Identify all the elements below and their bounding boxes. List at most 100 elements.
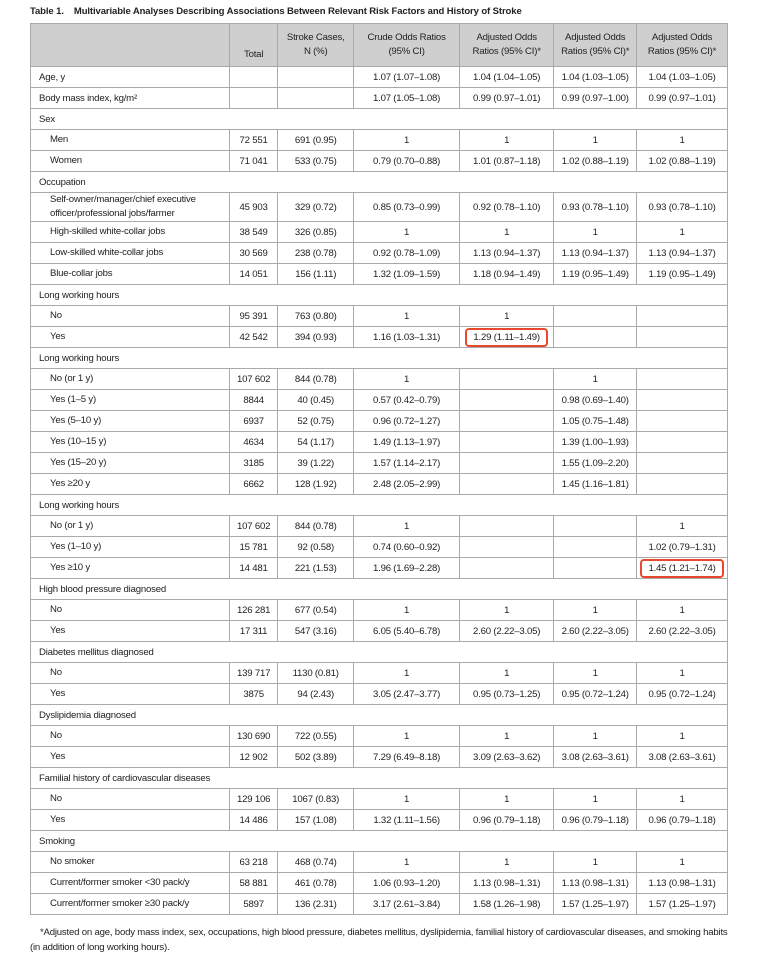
cell-total: 107 602 — [228, 515, 279, 537]
cell-total: 63 218 — [228, 851, 279, 873]
table-body: Age, y 1.07 (1.07–1.08) 1.04 (1.04–1.05) 1.… — [30, 66, 728, 915]
cell-label: No — [30, 788, 230, 810]
cell-stroke-cases: 1130 (0.81) — [277, 662, 355, 684]
cell-adjusted-or-1: 1.29 (1.11–1.49) — [458, 326, 555, 348]
cell-label: Yes (1–5 y) — [30, 389, 230, 411]
section-row: Diabetes mellitus diagnosed — [30, 641, 728, 663]
table-row: No 129 106 1067 (0.83) 1 1 1 1 — [30, 788, 728, 810]
table-row: High-skilled white-collar jobs 38 549 326 … — [30, 221, 728, 243]
cell-label: Men — [30, 129, 230, 151]
cell-label: Blue-collar jobs — [30, 263, 230, 285]
cell-total: 42 542 — [228, 326, 279, 348]
cell-adjusted-or-3 — [636, 389, 728, 411]
cell-stroke-cases: 461 (0.78) — [277, 872, 355, 894]
cell-adjusted-or-3: 1 — [636, 515, 728, 537]
header-label — [30, 23, 230, 67]
cell-adjusted-or-1: 2.60 (2.22–3.05) — [458, 620, 555, 642]
cell-adjusted-or-1: 3.09 (2.63–3.62) — [458, 746, 555, 768]
cell-adjusted-or-1: 1.58 (1.26–1.98) — [458, 893, 555, 915]
cell-crude-or: 3.17 (2.61–3.84) — [353, 893, 460, 915]
cell-adjusted-or-1: 1 — [458, 221, 555, 243]
cell-stroke-cases: 136 (2.31) — [277, 893, 355, 915]
cell-total: 72 551 — [228, 129, 279, 151]
cell-stroke-cases: 677 (0.54) — [277, 599, 355, 621]
cell-stroke-cases — [277, 87, 355, 109]
cell-label: Yes (15–20 y) — [30, 452, 230, 474]
header-total: Total — [228, 23, 279, 67]
cell-adjusted-or-3: 3.08 (2.63–3.61) — [636, 746, 728, 768]
cell-adjusted-or-3: 1.13 (0.94–1.37) — [636, 242, 728, 264]
cell-crude-or: 1.96 (1.69–2.28) — [353, 557, 460, 579]
cell-stroke-cases: 157 (1.08) — [277, 809, 355, 831]
cell-label: Yes (1–10 y) — [30, 536, 230, 558]
cell-adjusted-or-3: 0.96 (0.79–1.18) — [636, 809, 728, 831]
cell-crude-or: 0.79 (0.70–0.88) — [353, 150, 460, 172]
cell-stroke-cases — [277, 66, 355, 88]
cell-adjusted-or-3: 1.45 (1.21–1.74) — [636, 557, 728, 579]
cell-adjusted-or-3 — [636, 368, 728, 390]
cell-stroke-cases: 94 (2.43) — [277, 683, 355, 705]
cell-adjusted-or-2: 1.45 (1.16–1.81) — [553, 473, 638, 495]
cell-stroke-cases: 722 (0.55) — [277, 725, 355, 747]
table-row: Yes 42 542 394 (0.93) 1.16 (1.03–1.31) 1.29 … — [30, 326, 728, 348]
cell-stroke-cases: 221 (1.53) — [277, 557, 355, 579]
cell-total: 12 902 — [228, 746, 279, 768]
cell-label: No — [30, 725, 230, 747]
cell-adjusted-or-1 — [458, 452, 555, 474]
section-label: High blood pressure diagnosed — [30, 578, 728, 600]
cell-stroke-cases: 54 (1.17) — [277, 431, 355, 453]
cell-stroke-cases: 52 (0.75) — [277, 410, 355, 432]
table-row: Yes 17 311 547 (3.16) 6.05 (5.40–6.78) 2.60 … — [30, 620, 728, 642]
cell-label: High-skilled white-collar jobs — [30, 221, 230, 243]
cell-adjusted-or-1: 1.13 (0.94–1.37) — [458, 242, 555, 264]
cell-crude-or: 1.49 (1.13–1.97) — [353, 431, 460, 453]
cell-total: 30 569 — [228, 242, 279, 264]
cell-adjusted-or-2 — [553, 326, 638, 348]
table-row: Age, y 1.07 (1.07–1.08) 1.04 (1.04–1.05) 1.… — [30, 66, 728, 88]
cell-adjusted-or-1: 1.18 (0.94–1.49) — [458, 263, 555, 285]
cell-adjusted-or-1 — [458, 557, 555, 579]
cell-adjusted-or-1: 1 — [458, 788, 555, 810]
table-number: Table 1. — [30, 6, 64, 17]
cell-label: Yes ≥20 y — [30, 473, 230, 495]
section-row: Familial history of cardiovascular disea… — [30, 767, 728, 789]
section-label: Occupation — [30, 171, 728, 193]
cell-stroke-cases: 329 (0.72) — [277, 192, 355, 222]
cell-crude-or: 6.05 (5.40–6.78) — [353, 620, 460, 642]
cell-adjusted-or-3 — [636, 452, 728, 474]
header-crude-or: Crude Odds Ratios (95% CI) — [353, 23, 460, 67]
cell-stroke-cases: 468 (0.74) — [277, 851, 355, 873]
table-row: No 95 391 763 (0.80) 1 1 — [30, 305, 728, 327]
cell-total: 5897 — [228, 893, 279, 915]
cell-crude-or: 3.05 (2.47–3.77) — [353, 683, 460, 705]
cell-crude-or: 0.92 (0.78–1.09) — [353, 242, 460, 264]
cell-stroke-cases: 1067 (0.83) — [277, 788, 355, 810]
cell-label: Yes — [30, 326, 230, 348]
table-title: Table 1. Multivariable Analyses Describin… — [30, 6, 522, 17]
cell-label: Current/former smoker <30 pack/y — [30, 872, 230, 894]
cell-crude-or: 1 — [353, 221, 460, 243]
table-row: Yes (10–15 y) 4634 54 (1.17) 1.49 (1.13–1.9… — [30, 431, 728, 453]
table-row: Current/former smoker ≥30 pack/y 5897 136 … — [30, 893, 728, 915]
cell-crude-or: 1.32 (1.11–1.56) — [353, 809, 460, 831]
cell-crude-or: 1.16 (1.03–1.31) — [353, 326, 460, 348]
cell-label: Yes — [30, 620, 230, 642]
table-row: Yes 14 486 157 (1.08) 1.32 (1.11–1.56) 0.96 … — [30, 809, 728, 831]
cell-stroke-cases: 128 (1.92) — [277, 473, 355, 495]
section-row: Long working hours — [30, 284, 728, 306]
cell-crude-or: 1 — [353, 599, 460, 621]
cell-adjusted-or-2: 1 — [553, 662, 638, 684]
cell-adjusted-or-2: 2.60 (2.22–3.05) — [553, 620, 638, 642]
table-row: Yes (5–10 y) 6937 52 (0.75) 0.96 (0.72–1.27… — [30, 410, 728, 432]
cell-adjusted-or-3 — [636, 326, 728, 348]
cell-label: Yes — [30, 683, 230, 705]
section-row: Long working hours — [30, 347, 728, 369]
cell-label: Current/former smoker ≥30 pack/y — [30, 893, 230, 915]
cell-adjusted-or-3: 0.99 (0.97–1.01) — [636, 87, 728, 109]
cell-total: 15 781 — [228, 536, 279, 558]
table-row: Yes (15–20 y) 3185 39 (1.22) 1.57 (1.14–2.1… — [30, 452, 728, 474]
cell-crude-or: 1 — [353, 851, 460, 873]
cell-total: 45 903 — [228, 192, 279, 222]
cell-crude-or: 0.74 (0.60–0.92) — [353, 536, 460, 558]
table-row: Current/former smoker <30 pack/y 58 881 46… — [30, 872, 728, 894]
